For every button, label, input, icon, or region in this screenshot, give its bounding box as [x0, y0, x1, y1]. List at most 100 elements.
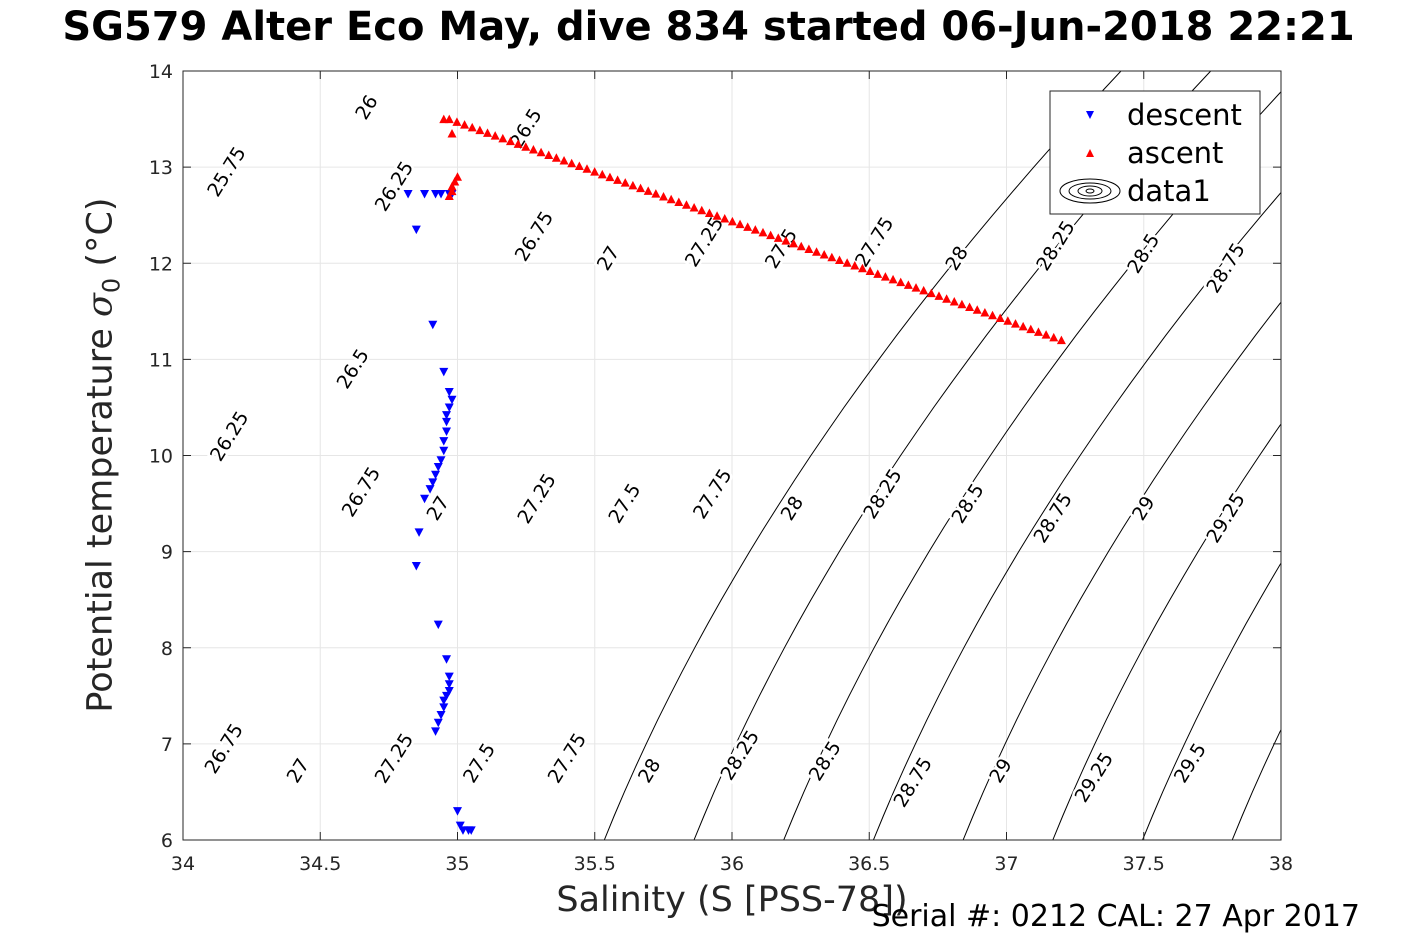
x-axis-label: Salinity (S [PSS-78]): [556, 880, 908, 920]
ascent-point: [605, 172, 615, 182]
descent-point: [442, 411, 452, 420]
ascent-point: [819, 249, 829, 259]
ascent-point: [674, 197, 684, 206]
descent-point: [428, 478, 438, 487]
ascent-point: [835, 255, 845, 265]
descent-point: [431, 470, 441, 480]
descent-point: [444, 680, 454, 689]
descent-point: [403, 190, 413, 199]
descent-point: [433, 718, 443, 728]
descent-point: [414, 528, 424, 537]
ascent-point: [865, 266, 875, 276]
ascent-point: [1049, 332, 1059, 342]
ascent-point: [1056, 335, 1066, 345]
ascent-point: [934, 291, 944, 300]
ascent-point: [681, 200, 691, 209]
ascent-point: [988, 310, 998, 320]
y-axis: 6 7 8 9 10 11 12 13 14: [149, 61, 1281, 852]
ascent-point: [980, 308, 990, 317]
descent-point: [431, 727, 441, 736]
descent-point: [439, 703, 449, 712]
isopycnal-line: [1303, 23, 1417, 888]
ascent-point: [919, 285, 929, 295]
ascent-point: [447, 181, 457, 191]
y-tick-label: 13: [149, 157, 173, 179]
ascent-point: [475, 125, 485, 135]
descent-point: [425, 485, 435, 494]
ascent-point: [513, 139, 523, 148]
ascent-point: [743, 222, 753, 231]
descent-point: [439, 437, 449, 446]
descent-point: [439, 696, 449, 706]
ascent-point: [796, 241, 806, 251]
ascent-point: [651, 189, 661, 198]
ascent-point: [750, 225, 760, 234]
x-tick-label: 34: [171, 853, 195, 875]
ascent-point: [521, 142, 531, 151]
ascent-point: [1003, 316, 1013, 325]
y-tick-label: 11: [149, 349, 173, 371]
ascent-point: [597, 169, 607, 179]
ascent-point: [880, 272, 890, 281]
descent-point: [420, 190, 430, 199]
y-tick-label: 10: [149, 446, 173, 468]
ascent-point: [697, 205, 707, 215]
isopycnal-line: [1393, 23, 1417, 888]
legend-contour-icon: [1059, 178, 1121, 204]
ascent-point: [965, 302, 975, 311]
ascent-point: [666, 194, 676, 204]
descent-series: [403, 190, 476, 835]
ascent-point: [926, 288, 936, 298]
ascent-point: [957, 299, 967, 309]
descent-point: [444, 388, 454, 397]
descent-point: [433, 463, 443, 472]
x-tick-label: 37.5: [1123, 853, 1165, 875]
ascent-point: [620, 178, 630, 187]
descent-point: [436, 456, 446, 465]
descent-point: [444, 403, 454, 412]
ascent-point: [450, 177, 460, 186]
ascent-point: [972, 305, 982, 314]
ascent-point: [896, 277, 906, 287]
ascent-point: [551, 153, 561, 162]
ascent-point: [827, 252, 837, 262]
ascent-point: [528, 144, 538, 154]
x-tick-label: 36.5: [848, 853, 890, 875]
ascent-point: [995, 313, 1005, 323]
ascent-point: [1018, 321, 1028, 331]
ascent-point: [689, 202, 699, 212]
ascent-point: [804, 244, 814, 253]
ascent-point: [1010, 319, 1020, 328]
legend-box: [1049, 90, 1261, 215]
descent-point: [444, 672, 454, 682]
ascent-point: [659, 191, 669, 201]
ascent-point: [888, 274, 898, 284]
legend-descent-label: descent: [1127, 98, 1242, 132]
sigma-symbol: σ: [80, 293, 121, 317]
chart-title: SG579 Alter Eco May, dive 834 started 06…: [62, 4, 1355, 50]
ascent-point: [712, 211, 722, 220]
y-tick-label: 12: [149, 253, 173, 275]
descent-point: [411, 225, 421, 235]
descent-point: [428, 320, 438, 330]
ascent-point: [483, 128, 493, 137]
ascent-point: [789, 238, 799, 248]
legend-ascent-label: ascent: [1127, 136, 1223, 170]
x-tick-label: 35: [445, 853, 469, 875]
ascent-point: [582, 164, 592, 173]
ascent-point: [444, 191, 454, 200]
descent-point: [436, 190, 446, 199]
ascent-point: [498, 133, 508, 143]
y-tick-label: 7: [161, 734, 173, 756]
ascent-point: [460, 120, 470, 129]
ascent-point: [903, 280, 913, 289]
y-axis-label-suffix: (°C): [80, 197, 121, 278]
x-tick-label: 37: [994, 853, 1018, 875]
y-axis-label: Potential temperature σ0 (°C): [81, 197, 126, 712]
sigma-subscript: 0: [97, 277, 126, 294]
x-tick-label: 34.5: [299, 853, 341, 875]
ascent-point: [544, 150, 554, 159]
ascent-point: [873, 269, 883, 278]
ascent-point: [590, 167, 600, 176]
